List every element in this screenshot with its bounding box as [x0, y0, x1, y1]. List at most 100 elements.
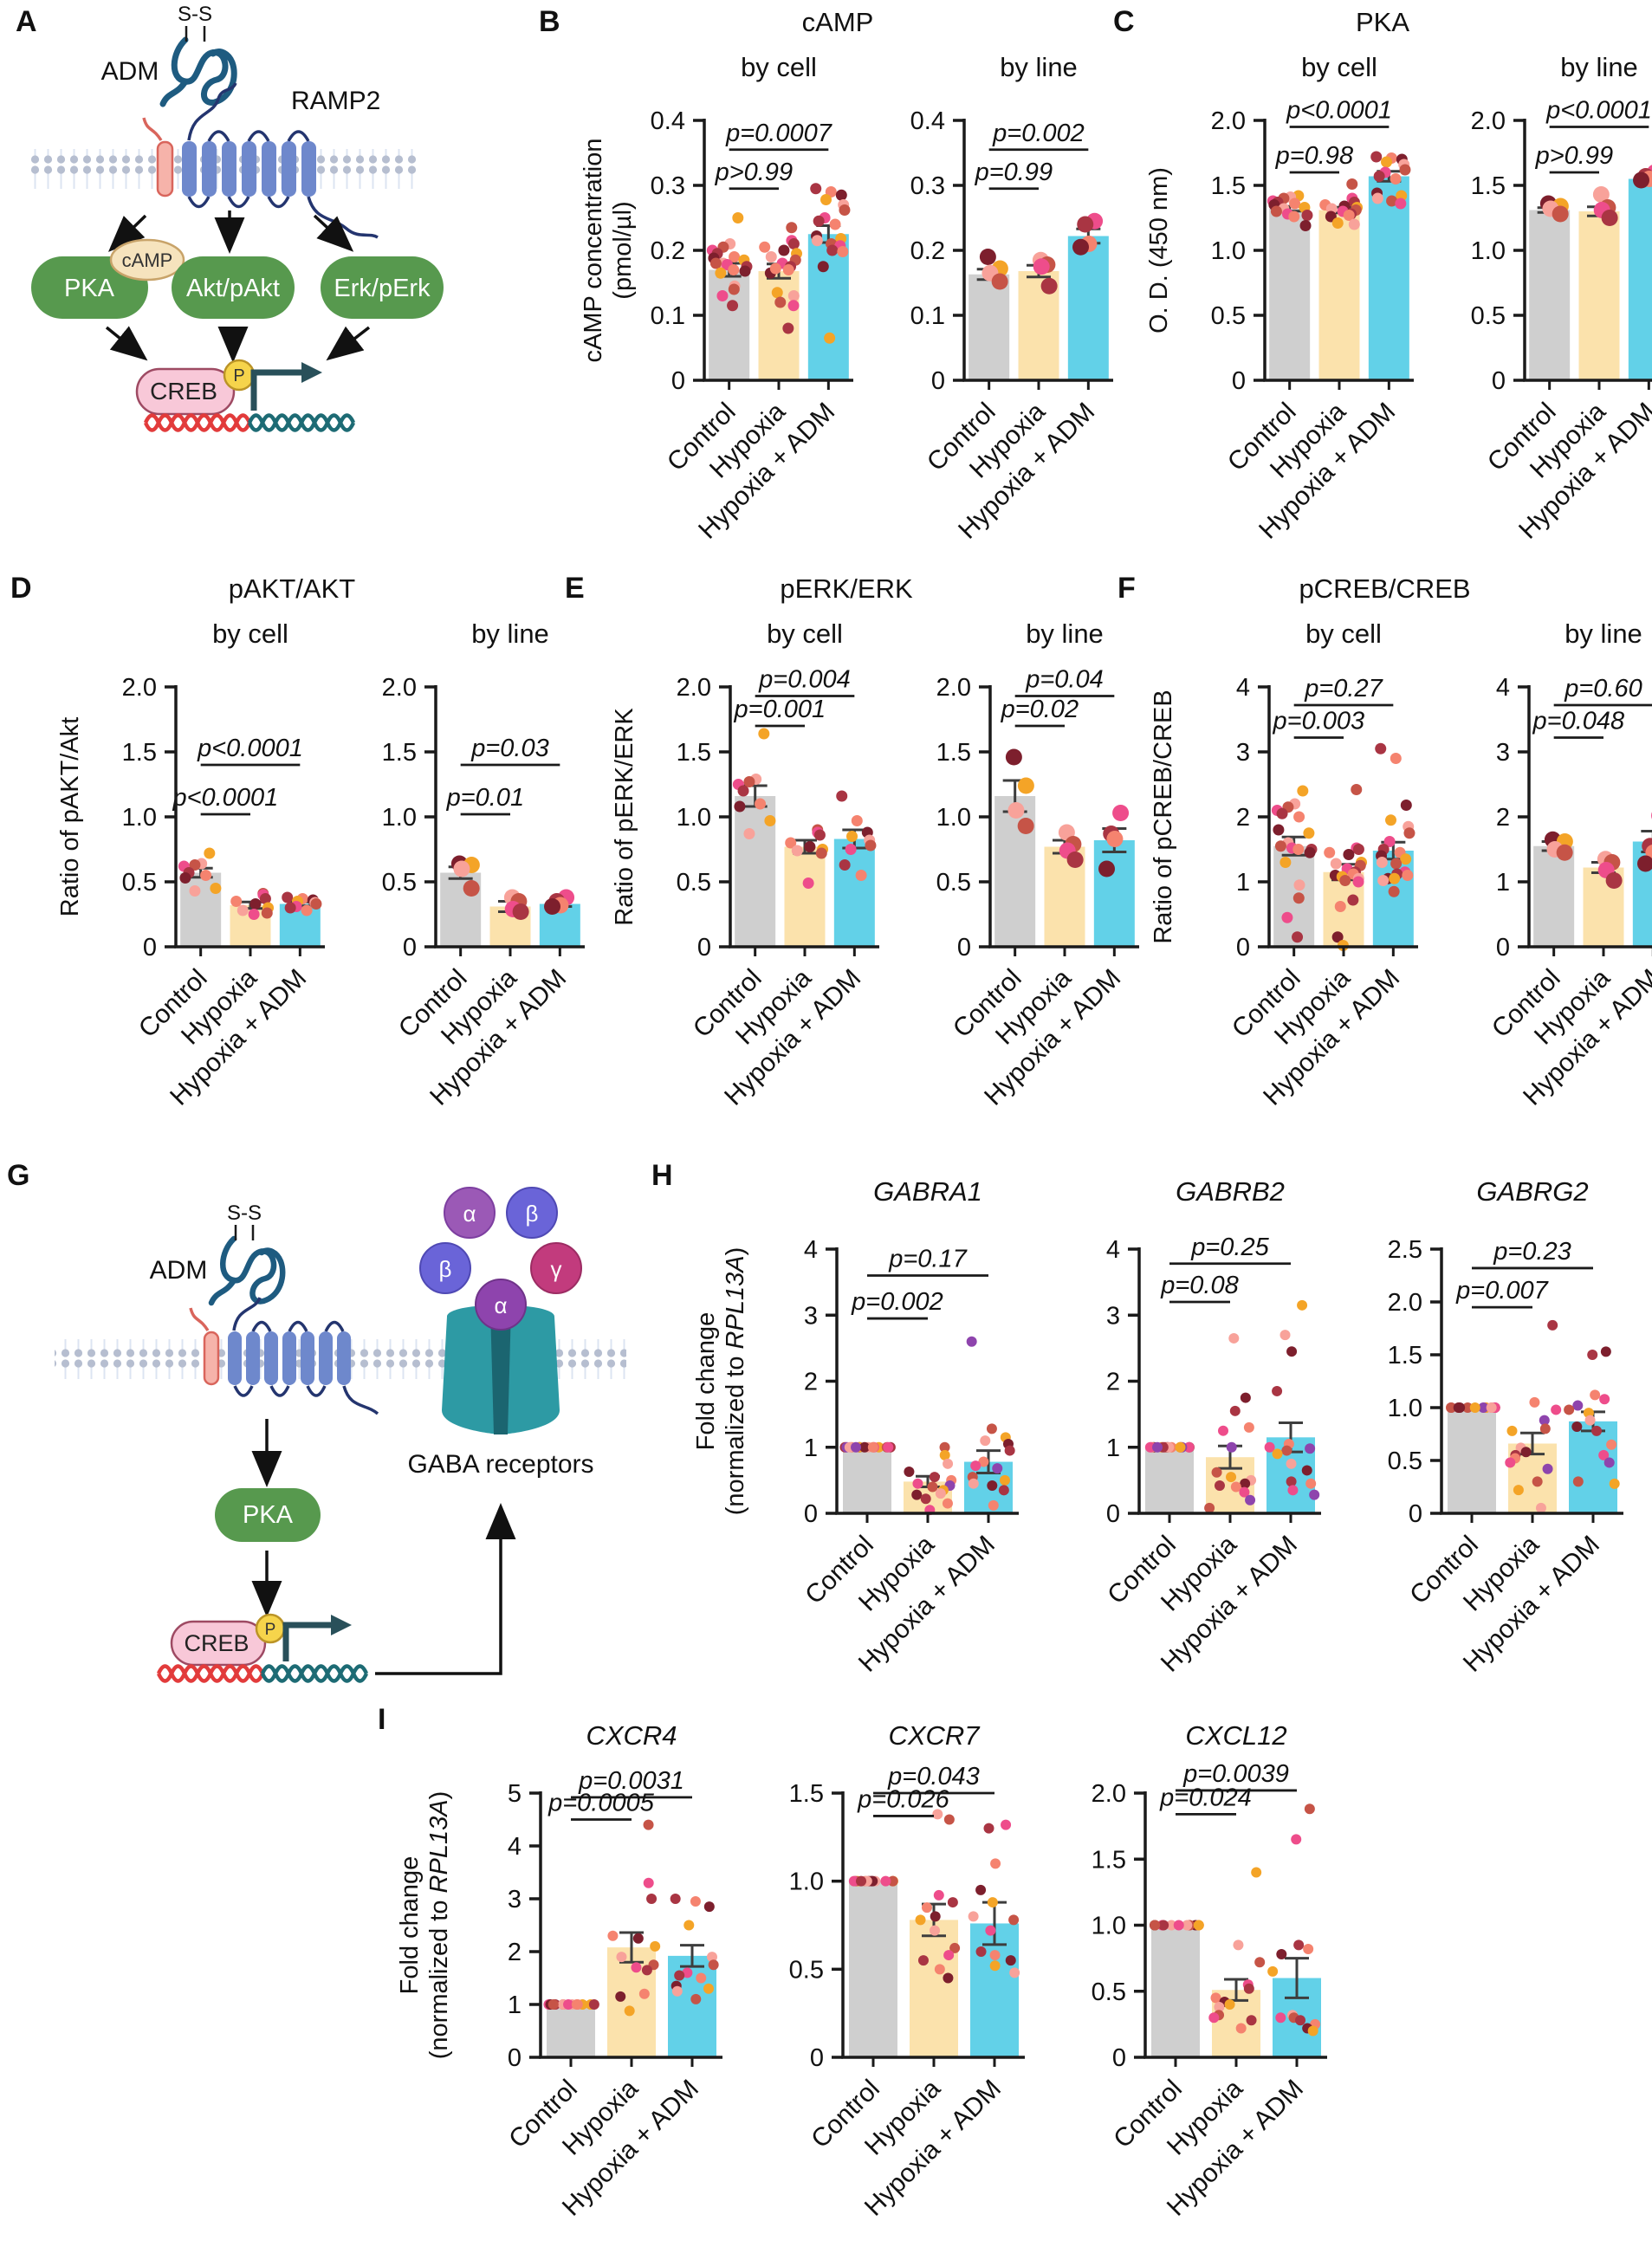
- ss-bond-label: S-S: [178, 5, 212, 26]
- svg-text:2.0: 2.0: [122, 674, 157, 702]
- svg-text:0.5: 0.5: [1388, 1447, 1422, 1475]
- svg-text:Fold change: Fold change: [692, 1312, 720, 1451]
- svg-text:0: 0: [671, 367, 685, 395]
- svg-text:0: 0: [1409, 1500, 1422, 1528]
- svg-text:3: 3: [1106, 1302, 1120, 1330]
- receptor-helices: [189, 1297, 379, 1415]
- svg-text:2.0: 2.0: [1211, 107, 1246, 135]
- subunit-alpha-2-label: α: [494, 1292, 507, 1318]
- bar-hypoxia-adm: [1368, 176, 1409, 380]
- erk-pill: [321, 256, 444, 319]
- charts-row-I: CXCR4 p=0.0031 p=0.0005 0 1 2 3 4 5 Fold change (n…: [386, 1706, 1346, 2260]
- creb-pill: [135, 367, 236, 416]
- svg-text:p=0.0007: p=0.0007: [725, 120, 833, 147]
- svg-text:2: 2: [1236, 804, 1250, 832]
- chart-F-1: by linep=0.60p=0.04801234ControlHypoxiaH…: [1487, 618, 1652, 1111]
- svg-text:p=0.002: p=0.002: [851, 1288, 943, 1316]
- chart-E-1: by linep=0.04p=0.0200.51.01.52.0ControlH…: [936, 618, 1139, 1111]
- chart-B-0: by cell p=0.0007 p>0.99 0 0.1 0.2 0.3 0.4 cAMP c…: [580, 52, 853, 545]
- bar-hypoxia-adm: [1093, 840, 1135, 947]
- svg-text:0: 0: [1496, 934, 1510, 962]
- svg-text:1.5: 1.5: [936, 739, 971, 767]
- svg-text:p=0.99: p=0.99: [975, 159, 1053, 186]
- svg-text:0: 0: [931, 367, 945, 395]
- svg-text:2.0: 2.0: [1092, 1780, 1126, 1808]
- svg-text:by line: by line: [1000, 52, 1078, 82]
- svg-text:GABRA1: GABRA1: [873, 1176, 982, 1207]
- svg-text:Ratio of pCREB/CREB: Ratio of pCREB/CREB: [1150, 690, 1177, 943]
- svg-text:1.0: 1.0: [677, 804, 711, 832]
- pka-label: PKA: [243, 1501, 294, 1529]
- charts-row-E: by cell p=0.004 p=0.001 0 0.5 1.0 1.5 2.0 Ratio …: [596, 605, 1155, 1124]
- svg-text:1.5: 1.5: [1471, 172, 1506, 200]
- svg-text:Ratio of pAKT/Akt: Ratio of pAKT/Akt: [56, 717, 84, 917]
- svg-text:0: 0: [697, 934, 711, 962]
- chart-I-1: CXCR7p=0.043p=0.02600.51.01.5ControlHypo…: [789, 1720, 1025, 2222]
- svg-text:0.5: 0.5: [936, 869, 971, 897]
- panel-title-C: PKA: [1355, 7, 1410, 37]
- svg-text:by cell: by cell: [212, 618, 288, 649]
- svg-text:p=0.04: p=0.04: [1025, 666, 1104, 694]
- subunit-alpha-1-label: α: [463, 1201, 476, 1227]
- bar-hypoxia: [1318, 210, 1360, 380]
- arrow-pka-creb: [105, 326, 148, 361]
- svg-text:0.1: 0.1: [910, 302, 945, 330]
- pka-pill: [215, 1488, 321, 1542]
- svg-text:p=0.23: p=0.23: [1493, 1238, 1571, 1266]
- subunit-beta-1-label: β: [526, 1201, 539, 1227]
- svg-text:0.5: 0.5: [1092, 1978, 1126, 2006]
- subunit-alpha-2: [475, 1279, 527, 1331]
- svg-text:cAMP concentration: cAMP concentration: [580, 139, 607, 363]
- chart-F-0: by cell p=0.27 p=0.003 0 1 2 3 4 Ratio of pCREB/…: [1150, 618, 1418, 1111]
- panel-title-D: pAKT/AKT: [228, 573, 356, 604]
- adm-label: ADM: [101, 57, 159, 86]
- subunit-beta-1: [506, 1187, 558, 1239]
- svg-text:1.0: 1.0: [789, 1868, 824, 1896]
- subunit-beta-2: [419, 1242, 471, 1294]
- svg-text:0: 0: [1236, 934, 1250, 962]
- svg-text:4: 4: [508, 1833, 522, 1861]
- svg-text:2.5: 2.5: [1388, 1236, 1422, 1264]
- panel-letter-G: G: [7, 1159, 30, 1192]
- panel-F: F pCREB/CREB by cell p=0.27 p=0.003 0 1 2 3 4 Ra…: [1118, 572, 1652, 1135]
- phospho-label: P: [265, 1621, 276, 1639]
- panel-letter-E: E: [565, 572, 585, 605]
- y-axis-label: Fold change (normalized to RPL13A): [692, 1247, 749, 1516]
- ramp2-label: RAMP2: [291, 87, 380, 115]
- svg-text:0.1: 0.1: [651, 302, 685, 330]
- svg-text:O. D. (450 nm): O. D. (450 nm): [1145, 167, 1173, 333]
- bar-hypoxia-adm: [833, 839, 875, 947]
- svg-text:p=0.024: p=0.024: [1159, 1784, 1252, 1811]
- svg-text:(pmol/µl): (pmol/µl): [609, 201, 637, 299]
- svg-text:p=0.01: p=0.01: [446, 784, 525, 812]
- subunit-gamma: [530, 1242, 582, 1294]
- svg-text:0: 0: [810, 2044, 824, 2072]
- y-axis-label: cAMP concentration (pmol/µl): [580, 139, 637, 363]
- panel-title-F: pCREB/CREB: [1299, 573, 1471, 604]
- svg-text:1.0: 1.0: [1211, 237, 1246, 265]
- svg-text:p>0.99: p>0.99: [715, 159, 794, 186]
- bar-control: [1529, 210, 1571, 380]
- bar-hypoxia: [910, 1920, 958, 2057]
- chart-D-1: by linep=0.03p=0.0100.51.01.52.0ControlH…: [382, 618, 585, 1111]
- svg-text:p=0.002: p=0.002: [992, 120, 1085, 147]
- svg-text:p=0.004: p=0.004: [758, 666, 851, 694]
- subunit-beta-2-label: β: [439, 1256, 452, 1282]
- svg-text:4: 4: [1236, 674, 1250, 702]
- svg-text:p=0.0031: p=0.0031: [578, 1767, 684, 1795]
- svg-text:0.5: 0.5: [1471, 302, 1506, 330]
- svg-text:p>0.99: p>0.99: [1535, 142, 1614, 170]
- adm-ramp2-signaling-diagram: S-S ADM RAMP2: [29, 5, 444, 432]
- charts-row-F: by cell p=0.27 p=0.003 0 1 2 3 4 Ratio of pCREB/…: [1135, 605, 1652, 1124]
- adm-gaba-signaling-diagram: S-S ADM: [55, 1187, 626, 1683]
- bar-hypoxia-adm: [1067, 236, 1109, 380]
- bar-control: [1448, 1408, 1496, 1513]
- svg-text:0.2: 0.2: [910, 237, 945, 265]
- panel-letter-I: I: [378, 1703, 386, 1736]
- svg-text:CXCR7: CXCR7: [888, 1720, 981, 1751]
- svg-text:p=0.003: p=0.003: [1273, 708, 1365, 735]
- svg-text:0: 0: [1492, 367, 1506, 395]
